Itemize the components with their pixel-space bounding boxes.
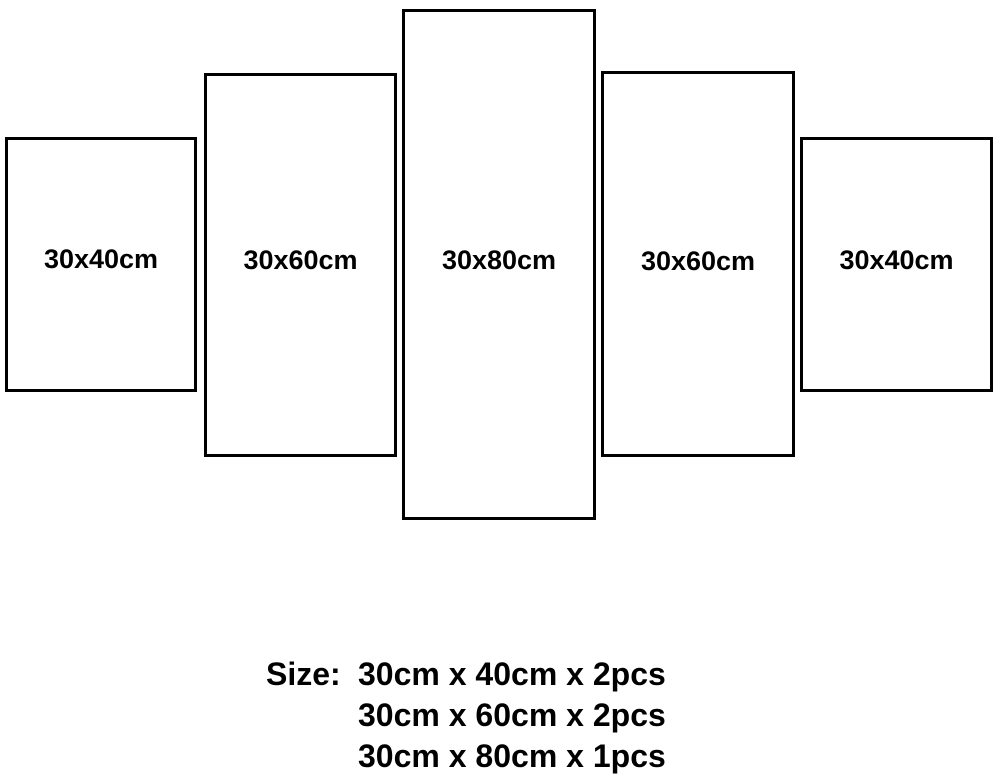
size-line: 30cm x 80cm x 1pcs [358,738,666,774]
canvas-panel-3: 30x80cm [402,9,596,520]
canvas-panel-5: 30x40cm [800,137,993,392]
size-summary: Size: 30cm x 40cm x 2pcs 30cm x 60cm x 2… [266,654,666,777]
panel-size-label: 30x40cm [43,244,159,274]
size-prefix-label: Size: [266,656,341,692]
size-row: Size: 30cm x 40cm x 2pcs [266,654,666,695]
size-row: 30cm x 60cm x 2pcs [266,695,666,736]
size-prefix-spacer [266,736,358,777]
panel-size-label: 30x40cm [839,245,954,275]
canvas-panel-4: 30x60cm [601,71,795,457]
panel-size-label: 30x60cm [243,245,358,275]
panel-size-label: 30x60cm [640,246,756,276]
canvas-panel-2: 30x60cm [204,73,397,457]
size-prefix-spacer [266,695,358,736]
size-line: 30cm x 60cm x 2pcs [358,697,666,733]
panel-size-label: 30x80cm [441,245,557,275]
canvas-panel-1: 30x40cm [5,137,197,392]
size-row: 30cm x 80cm x 1pcs [266,736,666,777]
size-line: 30cm x 40cm x 2pcs [358,656,666,692]
